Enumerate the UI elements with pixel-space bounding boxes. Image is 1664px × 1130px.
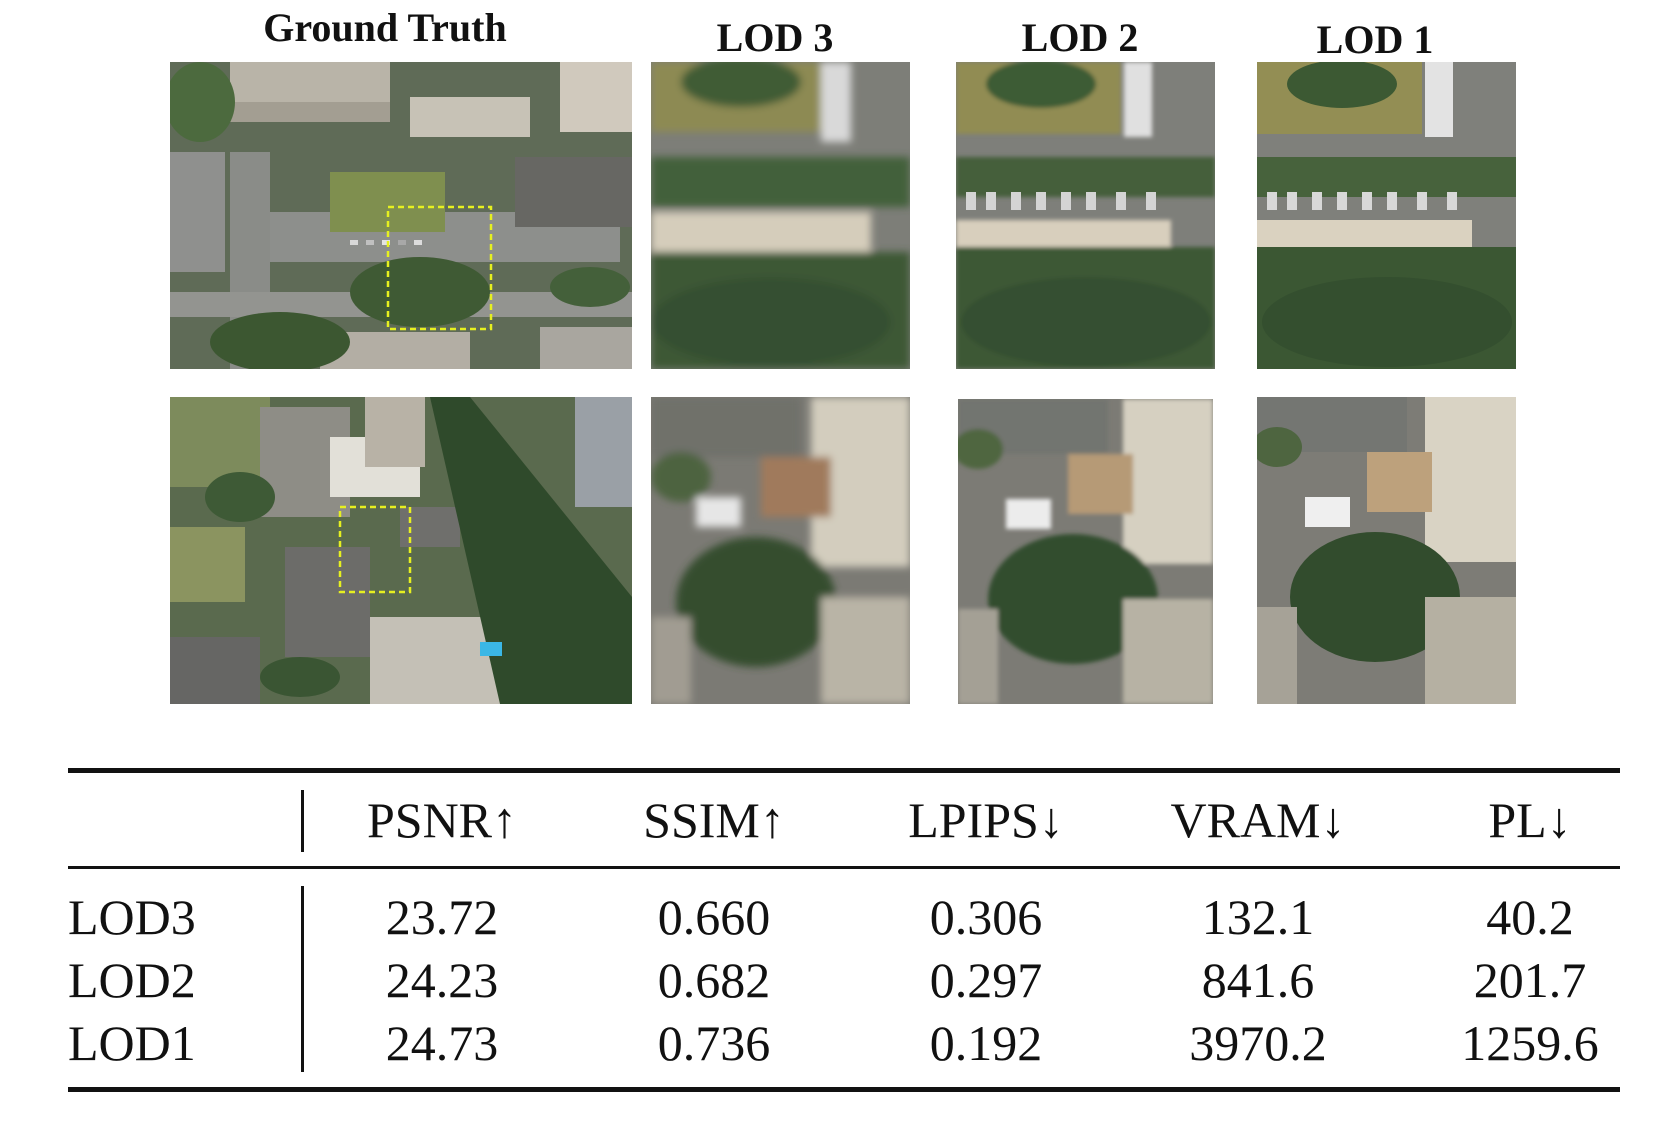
lod2-crop-image-2	[958, 399, 1213, 704]
ground-truth-image-1	[170, 62, 632, 369]
table-body-divider	[301, 886, 304, 1072]
table-cell-lod2-psnr: 24.23	[385, 952, 499, 1008]
table-header-vram: VRAM↓	[1170, 792, 1346, 848]
table-header-ssim: SSIM↑	[643, 792, 785, 848]
table-cell-lod1-pl: 1259.6	[1461, 1015, 1599, 1071]
header-ground-truth: Ground Truth	[263, 5, 507, 50]
table-row-label-lod3: LOD3	[68, 889, 196, 945]
table-header-divider	[301, 790, 304, 852]
table-cell-lod3-pl: 40.2	[1486, 889, 1574, 945]
table-cell-lod2-vram: 841.6	[1201, 952, 1315, 1008]
header-lod3: LOD 3	[716, 15, 834, 60]
header-lod2: LOD 2	[1021, 15, 1139, 60]
table-cell-lod1-lpips: 0.192	[929, 1015, 1043, 1071]
table-cell-lod3-psnr: 23.72	[385, 889, 499, 945]
table-row-label-lod2: LOD2	[68, 952, 196, 1008]
table-cell-lod2-lpips: 0.297	[929, 952, 1043, 1008]
table-cell-lod1-psnr: 24.73	[385, 1015, 499, 1071]
table-cell-lod3-ssim: 0.660	[657, 889, 771, 945]
table-bottom-rule	[68, 1087, 1620, 1092]
table-cell-lod2-ssim: 0.682	[657, 952, 771, 1008]
lod3-crop-image-2	[651, 397, 910, 704]
table-header-lpips: LPIPS↓	[908, 792, 1064, 848]
table-cell-lod2-pl: 201.7	[1473, 952, 1587, 1008]
table-mid-rule	[68, 866, 1620, 869]
table-header-psnr: PSNR↑	[366, 792, 518, 848]
table-cell-lod1-vram: 3970.2	[1189, 1015, 1327, 1071]
lod1-crop-image-1	[1257, 62, 1516, 369]
lod2-crop-image-1	[956, 62, 1215, 369]
table-header-pl: PL↓	[1488, 792, 1572, 848]
ground-truth-image-2	[170, 397, 632, 704]
table-cell-lod1-ssim: 0.736	[657, 1015, 771, 1071]
lod1-crop-image-2	[1257, 397, 1516, 704]
lod3-crop-image-1	[651, 62, 910, 369]
header-lod1: LOD 1	[1316, 17, 1434, 62]
table-top-rule	[68, 768, 1620, 773]
table-cell-lod3-vram: 132.1	[1201, 889, 1315, 945]
table-row-label-lod1: LOD1	[68, 1015, 196, 1071]
table-cell-lod3-lpips: 0.306	[929, 889, 1043, 945]
